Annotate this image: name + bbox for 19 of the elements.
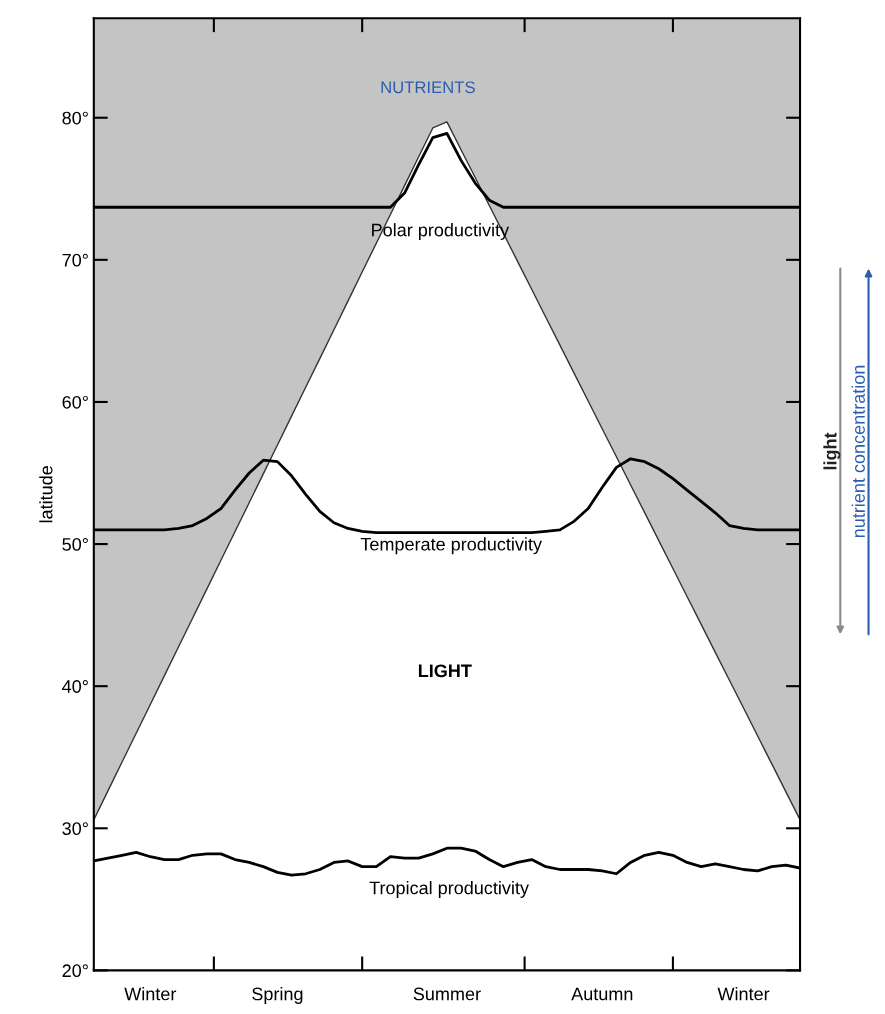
annotation: Tropical productivity xyxy=(369,881,529,898)
y-tick-label: 70° xyxy=(62,253,88,267)
y-tick-label: 20° xyxy=(62,964,88,978)
x-tick-label: Autumn xyxy=(571,987,633,1001)
x-tick-label: Winter xyxy=(124,987,177,1001)
y-tick-label: 50° xyxy=(62,538,88,551)
x-tick-label: Spring xyxy=(252,987,303,1004)
y-axis-title: latitude xyxy=(39,466,53,523)
x-tick-label: Summer xyxy=(413,987,481,1001)
y-tick-label: 30° xyxy=(62,822,88,836)
text: light xyxy=(823,432,841,470)
annotation: NUTRIENTS xyxy=(381,81,475,94)
y-tick-label: 40° xyxy=(62,680,88,693)
annotation: Temperate productivity xyxy=(360,537,542,555)
y-tick-label: 80° xyxy=(62,111,88,125)
annotation: LIGHT xyxy=(418,664,472,678)
text: nutrient concentration xyxy=(851,365,865,538)
x-tick-label: Winter xyxy=(717,987,770,1001)
y-tick-label: 60° xyxy=(62,395,88,409)
